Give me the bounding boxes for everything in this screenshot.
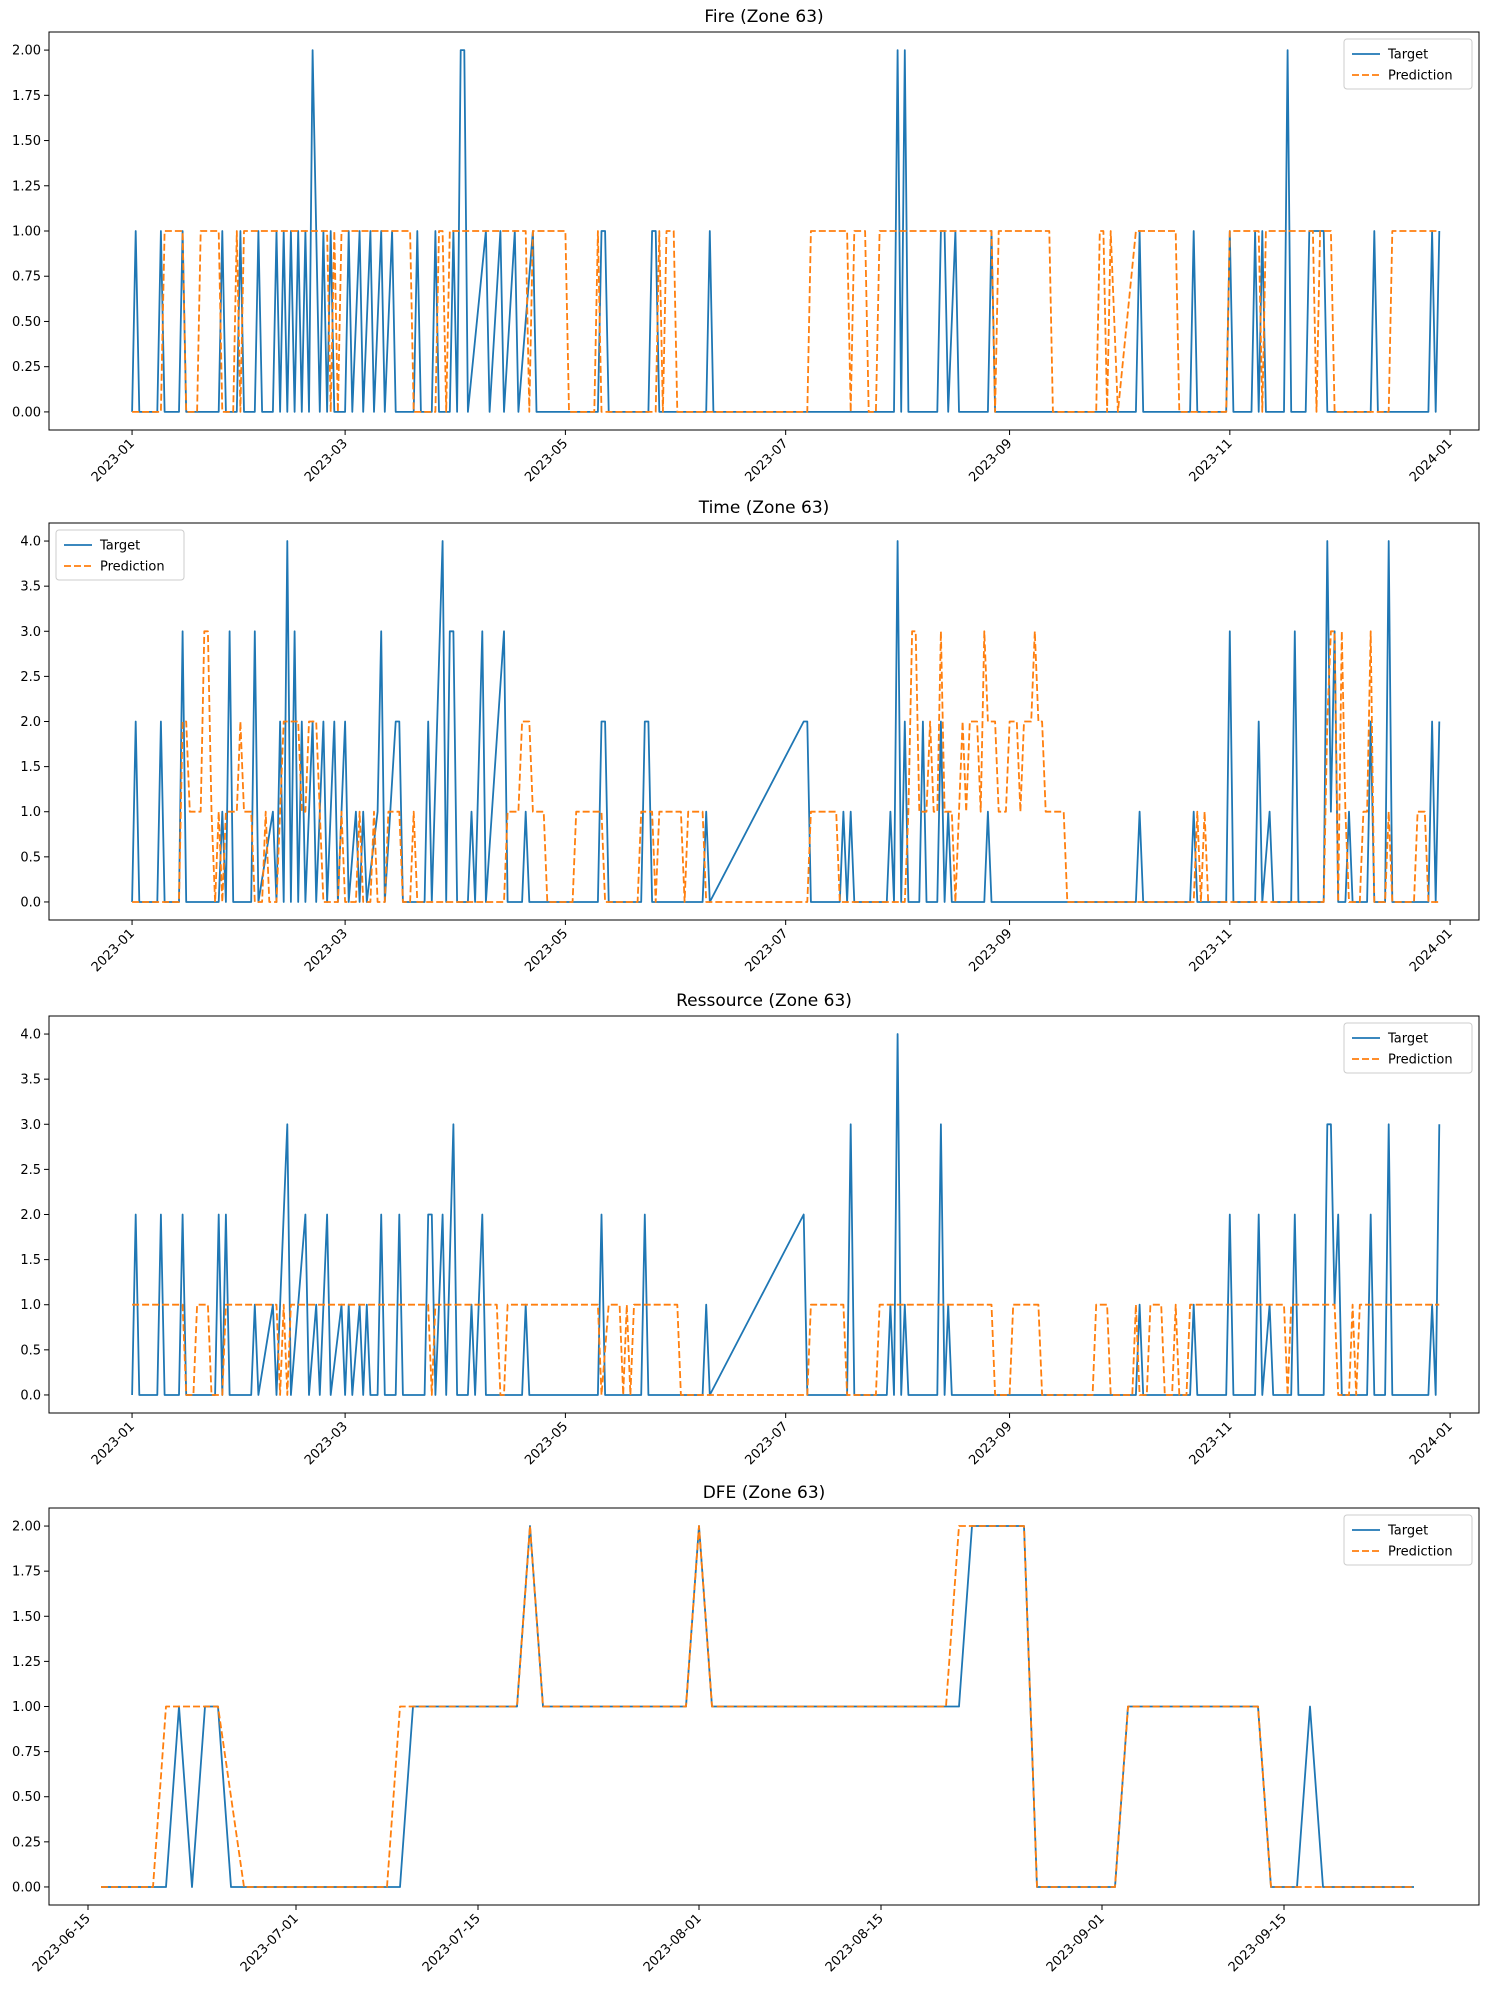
legend-label-prediction: Prediction	[1388, 69, 1453, 84]
plot-frame	[48, 1015, 1480, 1414]
x-tick-label: 2023-01	[89, 1419, 138, 1468]
legend-label-target: Target	[1387, 1032, 1428, 1047]
y-tick-label: 1.5	[20, 760, 41, 775]
x-tick-label: 2023-07	[742, 436, 791, 485]
legend-label-target: Target	[99, 539, 140, 554]
x-tick-label: 2023-03	[302, 926, 351, 975]
series-line-prediction	[132, 230, 1440, 413]
x-tick-label: 2023-07-01	[238, 1911, 302, 1975]
x-tick-label: 2024-01	[1407, 436, 1456, 485]
series-line-prediction	[101, 1525, 1414, 1888]
y-tick-label: 1.25	[12, 1655, 41, 1670]
y-tick-label: 2.5	[20, 670, 41, 685]
y-tick-label: 1.25	[12, 179, 41, 194]
y-tick-label: 2.00	[12, 1520, 41, 1535]
y-tick-label: 0.00	[12, 1880, 41, 1895]
y-tick-label: 3.5	[20, 1073, 41, 1088]
x-tick-label: 2023-06-15	[30, 1911, 94, 1975]
x-tick-label: 2023-09	[966, 436, 1015, 485]
y-tick-label: 0.5	[20, 850, 41, 865]
y-tick-label: 1.0	[20, 1298, 41, 1313]
y-tick-label: 0.75	[12, 1745, 41, 1760]
legend-label-prediction: Prediction	[100, 560, 165, 575]
x-tick-label: 2023-11	[1187, 926, 1236, 975]
legend: Target Prediction	[1343, 38, 1473, 90]
x-tick-label: 2023-11	[1187, 1419, 1236, 1468]
x-tick-label: 2023-11	[1187, 436, 1236, 485]
y-tick-label: 0.75	[12, 270, 41, 285]
y-tick-label: 1.00	[12, 1700, 41, 1715]
series-line-target	[131, 1033, 1441, 1396]
x-tick-label: 2023-07-15	[420, 1911, 484, 1975]
chart-title: Fire (Zone 63)	[704, 7, 823, 27]
x-tick-label: 2023-09	[966, 1419, 1015, 1468]
x-tick-label: 2024-01	[1407, 926, 1456, 975]
y-tick-label: 3.0	[20, 625, 41, 640]
y-tick-label: 0.00	[12, 405, 41, 420]
x-tick-label: 2023-07	[742, 1419, 791, 1468]
x-tick-label: 2023-09-01	[1044, 1911, 1108, 1975]
x-tick-label: 2023-01	[89, 926, 138, 975]
series-line-target	[131, 49, 1441, 413]
chart-title: Ressource (Zone 63)	[676, 991, 852, 1011]
y-tick-label: 0.50	[12, 1790, 41, 1805]
y-tick-label: 2.00	[12, 44, 41, 59]
x-tick-label: 2023-05	[522, 926, 571, 975]
chart-title: Time (Zone 63)	[698, 498, 830, 518]
x-tick-label: 2024-01	[1407, 1419, 1456, 1468]
chart-panel-3: Ressource (Zone 63) 0.0 0.5 1.0 1.5 2.0 2.5 3.0…	[20, 991, 1480, 1468]
y-tick-label: 2.0	[20, 715, 41, 730]
legend-label-target: Target	[1387, 1524, 1428, 1539]
x-tick-label: 2023-08-15	[823, 1911, 887, 1975]
y-tick-label: 1.0	[20, 805, 41, 820]
chart-title: DFE (Zone 63)	[703, 1483, 826, 1503]
chart-panel-4: DFE (Zone 63) 0.00 0.25 0.50 0.75 1.00 1.25 1.5…	[12, 1483, 1480, 1975]
legend: Target Prediction	[1343, 1022, 1473, 1074]
y-tick-label: 0.25	[12, 360, 41, 375]
x-tick-label: 2023-08-01	[641, 1911, 705, 1975]
y-tick-label: 3.0	[20, 1118, 41, 1133]
legend-label-target: Target	[1387, 48, 1428, 63]
series-line-prediction	[132, 1303, 1440, 1396]
x-tick-label: 2023-07	[742, 926, 791, 975]
y-tick-label: 0.0	[20, 1388, 41, 1403]
legend: Target Prediction	[1343, 1514, 1473, 1566]
x-tick-label: 2023-05	[522, 1419, 571, 1468]
chart-panel-2: Time (Zone 63) 0.0 0.5 1.0 1.5 2.0 2.5 3.0 3.5 4.…	[20, 498, 1480, 975]
y-tick-label: 1.75	[12, 1565, 41, 1580]
x-tick-label: 2023-05	[522, 436, 571, 485]
y-tick-label: 1.50	[12, 134, 41, 149]
y-tick-label: 4.0	[20, 535, 41, 550]
y-tick-label: 0.5	[20, 1343, 41, 1358]
x-tick-label: 2023-09-15	[1226, 1911, 1290, 1975]
y-tick-label: 2.5	[20, 1163, 41, 1178]
series-line-prediction	[132, 630, 1440, 903]
legend-box	[1343, 1022, 1473, 1074]
y-tick-label: 3.5	[20, 580, 41, 595]
y-tick-label: 2.0	[20, 1208, 41, 1223]
x-tick-label: 2023-03	[302, 436, 351, 485]
legend-box	[1343, 1514, 1473, 1566]
y-tick-label: 1.50	[12, 1610, 41, 1625]
legend-label-prediction: Prediction	[1388, 1053, 1453, 1068]
y-tick-label: 0.25	[12, 1835, 41, 1850]
x-tick-label: 2023-03	[302, 1419, 351, 1468]
x-tick-label: 2023-09	[966, 926, 1015, 975]
legend-box	[55, 529, 185, 581]
chart-panel-1: Fire (Zone 63) 0.00 0.25 0.50 0.75 1.00 1.25 1.…	[12, 7, 1480, 485]
y-tick-label: 0.0	[20, 895, 41, 910]
y-tick-label: 1.5	[20, 1253, 41, 1268]
legend: Target Prediction	[55, 529, 185, 581]
y-tick-label: 4.0	[20, 1028, 41, 1043]
legend-label-prediction: Prediction	[1388, 1545, 1453, 1560]
y-tick-label: 0.50	[12, 315, 41, 330]
legend-box	[1343, 38, 1473, 90]
x-tick-label: 2023-01	[89, 436, 138, 485]
y-tick-label: 1.00	[12, 225, 41, 240]
series-line-target	[131, 540, 1441, 903]
y-tick-label: 1.75	[12, 89, 41, 104]
